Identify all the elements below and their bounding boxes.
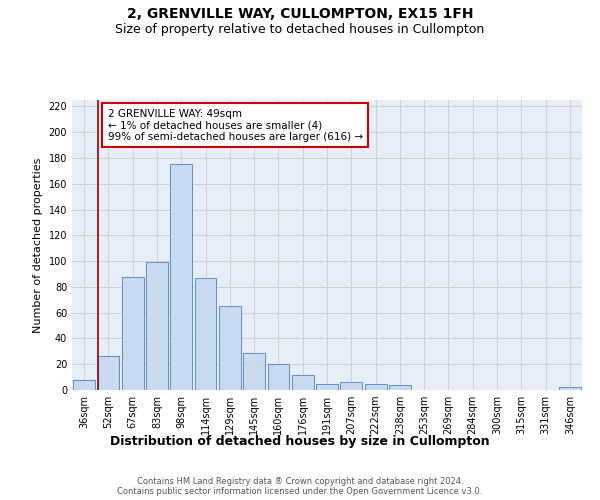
Text: Distribution of detached houses by size in Cullompton: Distribution of detached houses by size … xyxy=(110,435,490,448)
Text: 2 GRENVILLE WAY: 49sqm
← 1% of detached houses are smaller (4)
99% of semi-detac: 2 GRENVILLE WAY: 49sqm ← 1% of detached … xyxy=(108,108,363,142)
Bar xyxy=(243,352,265,390)
Bar xyxy=(170,164,192,390)
Text: Contains HM Land Registry data ® Crown copyright and database right 2024.: Contains HM Land Registry data ® Crown c… xyxy=(137,478,463,486)
Bar xyxy=(340,382,362,390)
Y-axis label: Number of detached properties: Number of detached properties xyxy=(33,158,43,332)
Text: Size of property relative to detached houses in Cullompton: Size of property relative to detached ho… xyxy=(115,22,485,36)
Bar xyxy=(122,276,143,390)
Bar xyxy=(316,384,338,390)
Bar xyxy=(365,384,386,390)
Bar xyxy=(219,306,241,390)
Bar xyxy=(97,356,119,390)
Bar xyxy=(194,278,217,390)
Bar xyxy=(146,262,168,390)
Text: 2, GRENVILLE WAY, CULLOMPTON, EX15 1FH: 2, GRENVILLE WAY, CULLOMPTON, EX15 1FH xyxy=(127,8,473,22)
Bar xyxy=(268,364,289,390)
Bar xyxy=(292,374,314,390)
Bar xyxy=(559,388,581,390)
Text: Contains public sector information licensed under the Open Government Licence v3: Contains public sector information licen… xyxy=(118,488,482,496)
Bar xyxy=(73,380,95,390)
Bar xyxy=(389,385,411,390)
